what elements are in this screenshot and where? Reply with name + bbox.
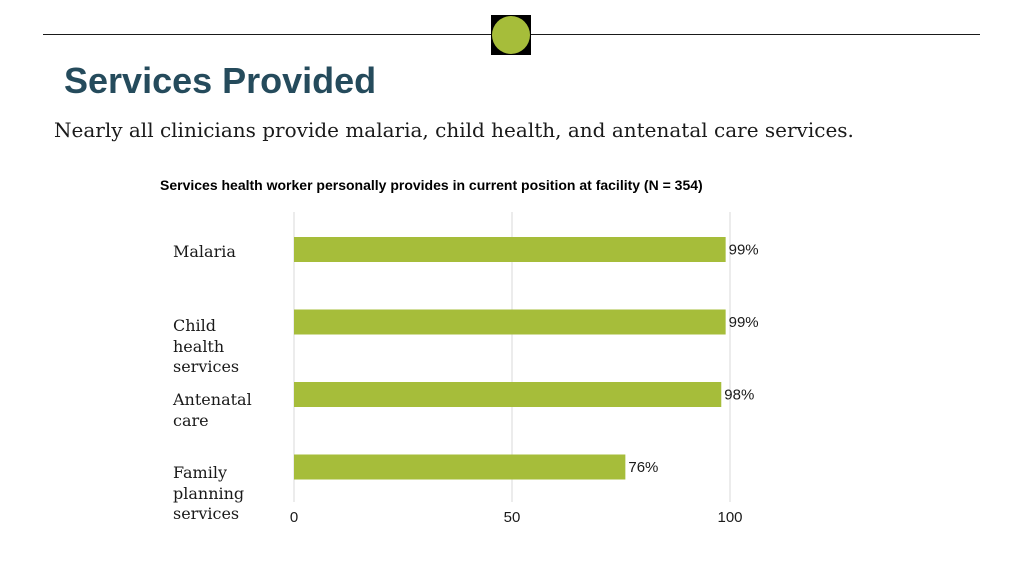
bar — [294, 454, 626, 480]
slide-subtitle: Nearly all clinicians provide malaria, c… — [54, 118, 854, 142]
circle-icon — [492, 16, 530, 54]
category-label-child-health: Child health services — [173, 316, 240, 376]
bar — [294, 237, 726, 262]
bar — [294, 309, 726, 335]
data-label: 99% — [729, 242, 759, 259]
category-label-malaria: Malaria — [173, 242, 236, 261]
x-tick-label: 50 — [504, 509, 521, 526]
category-label-antenatal-care: Antenatal care — [173, 390, 252, 430]
header-badge — [491, 15, 531, 55]
data-label: 98% — [724, 387, 754, 404]
data-label: 99% — [729, 314, 759, 331]
x-tick-label: 100 — [717, 509, 742, 526]
bars — [294, 237, 726, 480]
data-label: 76% — [628, 459, 658, 476]
category-label-family-planning: Family planning services — [173, 463, 245, 523]
chart-title: Services health worker personally provid… — [160, 177, 703, 193]
data-labels: 99% 99% 98% 76% — [628, 242, 758, 477]
x-axis-ticks: 0 50 100 — [290, 509, 743, 526]
bar — [294, 382, 722, 407]
x-tick-label: 0 — [290, 509, 298, 526]
page-title: Services Provided — [64, 60, 377, 101]
